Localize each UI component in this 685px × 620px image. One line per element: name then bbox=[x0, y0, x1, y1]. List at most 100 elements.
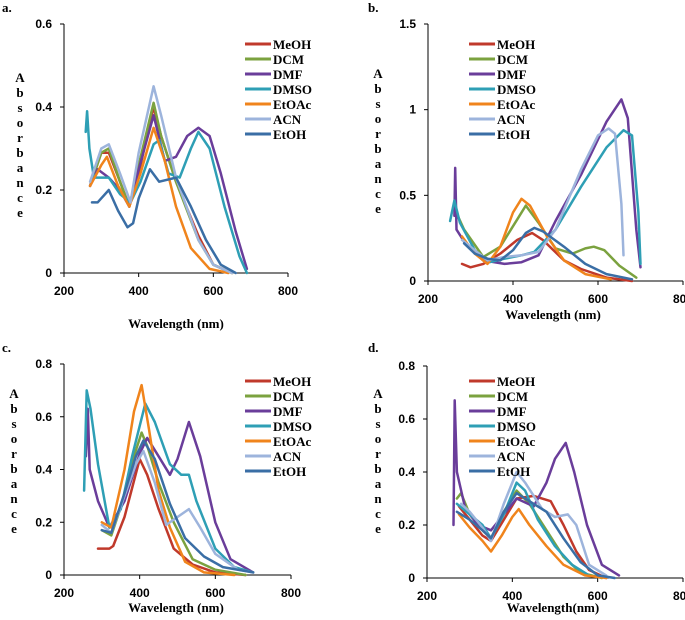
legend-label-meoh: MeOH bbox=[497, 374, 535, 389]
legend-label-dcm: DCM bbox=[273, 389, 304, 404]
x-tick-label: 800 bbox=[673, 292, 685, 306]
y-tick-label: 0 bbox=[408, 571, 415, 585]
series-line-acn bbox=[459, 470, 608, 577]
x-tick-label: 400 bbox=[130, 586, 150, 600]
y-axis-title-letter: e bbox=[11, 521, 17, 536]
legend-label-etoac: EtOAc bbox=[273, 434, 312, 449]
x-tick-label: 800 bbox=[673, 589, 685, 603]
legend-label-etoh: EtOH bbox=[497, 464, 530, 479]
y-axis-title-letter: c bbox=[17, 190, 23, 205]
x-axis-title: Wavelength (nm) bbox=[128, 316, 224, 331]
series-line-meoh bbox=[96, 457, 247, 577]
legend-label-dmso: DMSO bbox=[273, 82, 312, 97]
panel-label: c. bbox=[2, 340, 11, 355]
y-axis-title-letter: s bbox=[375, 416, 380, 431]
y-tick-label: 0.4 bbox=[35, 100, 52, 114]
legend-label-etoac: EtOAc bbox=[497, 434, 536, 449]
legend-label-meoh: MeOH bbox=[497, 37, 535, 52]
y-axis-title-letter: e bbox=[375, 521, 381, 536]
y-tick-label: 0 bbox=[45, 266, 52, 280]
y-axis-title-letter: b bbox=[374, 401, 381, 416]
legend-label-etoac: EtOAc bbox=[273, 97, 312, 112]
y-tick-label: 0.6 bbox=[35, 410, 52, 424]
y-axis-title-letter: b bbox=[10, 461, 17, 476]
y-axis-title-letter: b bbox=[374, 461, 381, 476]
y-axis-title-letter: o bbox=[375, 431, 382, 446]
series-line-etoac bbox=[460, 197, 613, 281]
y-tick-label: 0.2 bbox=[35, 183, 52, 197]
x-tick-label: 200 bbox=[54, 586, 74, 600]
series-line-acn bbox=[88, 85, 234, 275]
legend-label-acn: ACN bbox=[497, 112, 526, 127]
legend-label-etoac: EtOAc bbox=[497, 97, 536, 112]
y-axis-title-letter: a bbox=[17, 160, 24, 175]
x-tick-label: 600 bbox=[588, 589, 608, 603]
series-line-etoac bbox=[100, 383, 236, 577]
x-tick-label: 400 bbox=[503, 292, 523, 306]
panel-label: d. bbox=[368, 340, 378, 355]
y-axis-title-letter: o bbox=[17, 115, 24, 130]
x-axis-title: Wavelength (nm) bbox=[505, 307, 601, 322]
legend-label-acn: ACN bbox=[497, 449, 526, 464]
legend-label-acn: ACN bbox=[273, 112, 302, 127]
y-axis-title-letter: A bbox=[9, 386, 19, 401]
y-axis-title-letter: b bbox=[16, 145, 23, 160]
x-tick-label: 600 bbox=[588, 292, 608, 306]
x-tick-label: 800 bbox=[278, 284, 298, 298]
legend-label-dcm: DCM bbox=[497, 52, 528, 67]
y-tick-label: 0.6 bbox=[398, 412, 415, 426]
panel-label: b. bbox=[368, 0, 378, 15]
y-tick-label: 0 bbox=[45, 568, 52, 582]
series-line-dmf bbox=[452, 399, 621, 577]
y-axis-title-letter: b bbox=[10, 401, 17, 416]
x-axis-title: Wavelength(nm) bbox=[507, 600, 599, 615]
y-axis-title-letter: n bbox=[374, 171, 382, 186]
y-tick-label: 0.8 bbox=[35, 357, 52, 371]
y-axis-title-letter: s bbox=[375, 96, 380, 111]
x-tick-label: 200 bbox=[54, 284, 74, 298]
y-tick-label: 0.6 bbox=[35, 17, 52, 31]
y-axis-title-letter: b bbox=[16, 85, 23, 100]
x-axis-title: Wavelength (nm) bbox=[128, 600, 224, 615]
y-axis-title-letter: e bbox=[17, 205, 23, 220]
legend-label-meoh: MeOH bbox=[273, 37, 311, 52]
y-axis-title-letter: c bbox=[375, 506, 381, 521]
y-axis-title-letter: e bbox=[375, 201, 381, 216]
legend-label-dmf: DMF bbox=[497, 404, 527, 419]
y-axis-title-letter: a bbox=[375, 476, 382, 491]
y-axis-title-letter: r bbox=[375, 126, 381, 141]
y-axis-title-letter: A bbox=[373, 66, 383, 81]
y-tick-label: 0.2 bbox=[398, 518, 415, 532]
y-axis-title-letter: s bbox=[17, 100, 22, 115]
x-tick-label: 200 bbox=[418, 292, 438, 306]
y-axis-title-letter: A bbox=[15, 70, 25, 85]
y-tick-label: 0.8 bbox=[398, 359, 415, 373]
x-tick-label: 600 bbox=[203, 284, 223, 298]
y-axis-title-letter: n bbox=[16, 175, 24, 190]
y-tick-label: 0 bbox=[409, 274, 416, 288]
series-line-dmso bbox=[82, 389, 255, 574]
series-line-etoh bbox=[100, 439, 255, 574]
legend-label-dmso: DMSO bbox=[497, 419, 536, 434]
series-line-dmf bbox=[88, 114, 249, 271]
y-axis-title-letter: b bbox=[374, 141, 381, 156]
y-axis-title-letter: c bbox=[11, 506, 17, 521]
series-line-etoh bbox=[455, 491, 616, 580]
series-line-etoh bbox=[90, 168, 237, 275]
legend-label-dcm: DCM bbox=[273, 52, 304, 67]
y-tick-label: 0.4 bbox=[398, 465, 415, 479]
y-tick-label: 0.2 bbox=[35, 515, 52, 529]
legend-label-meoh: MeOH bbox=[273, 374, 311, 389]
y-axis-title-letter: a bbox=[11, 476, 18, 491]
legend-label-dcm: DCM bbox=[497, 389, 528, 404]
y-tick-label: 0.4 bbox=[35, 463, 52, 477]
legend-label-dmso: DMSO bbox=[273, 419, 312, 434]
x-tick-label: 600 bbox=[205, 586, 225, 600]
y-axis-title-letter: r bbox=[375, 446, 381, 461]
